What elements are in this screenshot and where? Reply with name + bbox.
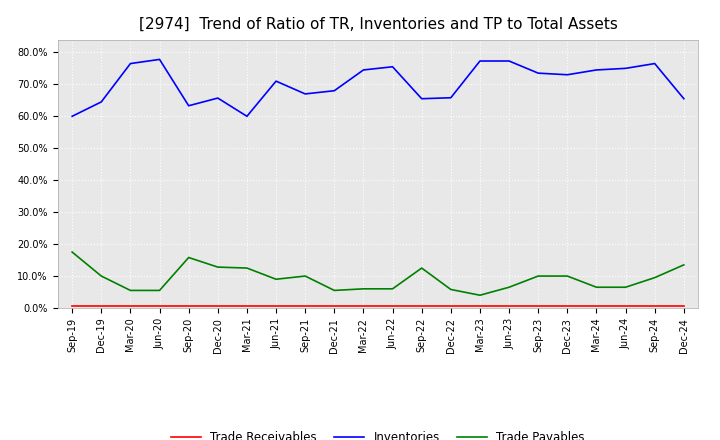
Trade Payables <box>359 286 368 291</box>
Trade Payables <box>534 273 543 279</box>
Inventories <box>621 66 630 71</box>
Inventories <box>505 59 513 64</box>
Trade Payables <box>592 285 600 290</box>
Trade Payables <box>388 286 397 291</box>
Trade Receivables <box>184 304 193 309</box>
Trade Payables <box>418 265 426 271</box>
Inventories <box>213 95 222 101</box>
Inventories <box>534 70 543 76</box>
Trade Receivables <box>505 304 513 309</box>
Trade Receivables <box>446 304 455 309</box>
Trade Receivables <box>97 304 106 309</box>
Trade Payables <box>330 288 338 293</box>
Inventories <box>156 57 164 62</box>
Trade Payables <box>271 277 280 282</box>
Line: Trade Payables: Trade Payables <box>72 252 684 295</box>
Inventories <box>563 72 572 77</box>
Trade Payables <box>563 273 572 279</box>
Trade Payables <box>476 293 485 298</box>
Inventories <box>476 59 485 64</box>
Inventories <box>680 96 688 101</box>
Trade Payables <box>650 275 659 280</box>
Trade Receivables <box>156 304 164 309</box>
Trade Receivables <box>243 304 251 309</box>
Trade Payables <box>301 273 310 279</box>
Trade Receivables <box>621 304 630 309</box>
Trade Payables <box>505 285 513 290</box>
Inventories <box>301 91 310 96</box>
Inventories <box>97 99 106 105</box>
Trade Payables <box>680 262 688 268</box>
Inventories <box>359 67 368 73</box>
Trade Receivables <box>563 304 572 309</box>
Trade Payables <box>446 287 455 292</box>
Inventories <box>388 64 397 70</box>
Trade Receivables <box>271 304 280 309</box>
Inventories <box>271 78 280 84</box>
Trade Receivables <box>359 304 368 309</box>
Inventories <box>68 114 76 119</box>
Title: [2974]  Trend of Ratio of TR, Inventories and TP to Total Assets: [2974] Trend of Ratio of TR, Inventories… <box>138 16 618 32</box>
Inventories <box>592 67 600 73</box>
Trade Receivables <box>388 304 397 309</box>
Trade Payables <box>68 249 76 255</box>
Trade Receivables <box>301 304 310 309</box>
Trade Receivables <box>68 304 76 309</box>
Trade Receivables <box>680 304 688 309</box>
Trade Payables <box>213 264 222 270</box>
Inventories <box>243 114 251 119</box>
Trade Receivables <box>534 304 543 309</box>
Trade Receivables <box>126 304 135 309</box>
Trade Receivables <box>213 304 222 309</box>
Trade Payables <box>126 288 135 293</box>
Trade Payables <box>621 285 630 290</box>
Trade Receivables <box>476 304 485 309</box>
Inventories <box>650 61 659 66</box>
Inventories <box>184 103 193 108</box>
Trade Payables <box>156 288 164 293</box>
Inventories <box>446 95 455 100</box>
Trade Payables <box>97 273 106 279</box>
Legend: Trade Receivables, Inventories, Trade Payables: Trade Receivables, Inventories, Trade Pa… <box>166 427 590 440</box>
Inventories <box>418 96 426 101</box>
Trade Receivables <box>592 304 600 309</box>
Trade Receivables <box>330 304 338 309</box>
Inventories <box>330 88 338 93</box>
Trade Receivables <box>418 304 426 309</box>
Trade Payables <box>243 265 251 271</box>
Trade Receivables <box>650 304 659 309</box>
Trade Payables <box>184 255 193 260</box>
Inventories <box>126 61 135 66</box>
Line: Inventories: Inventories <box>72 59 684 116</box>
